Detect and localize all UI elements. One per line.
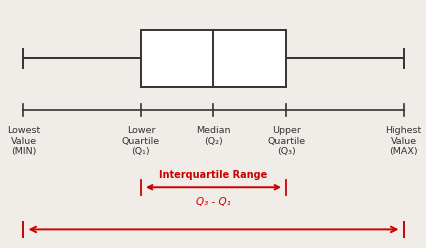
Text: Q₃ - Q₁: Q₃ - Q₁: [196, 197, 230, 207]
Text: Upper
Quartile
(Q₃): Upper Quartile (Q₃): [266, 126, 305, 156]
Text: Highest
Value
(MAX): Highest Value (MAX): [385, 126, 420, 156]
Text: Median
(Q₂): Median (Q₂): [196, 126, 230, 146]
Text: Lowest
Value
(MIN): Lowest Value (MIN): [7, 126, 40, 156]
Text: Interquartile Range: Interquartile Range: [159, 170, 267, 180]
Text: Lower
Quartile
(Q₁): Lower Quartile (Q₁): [121, 126, 160, 156]
Bar: [141, 30, 285, 87]
